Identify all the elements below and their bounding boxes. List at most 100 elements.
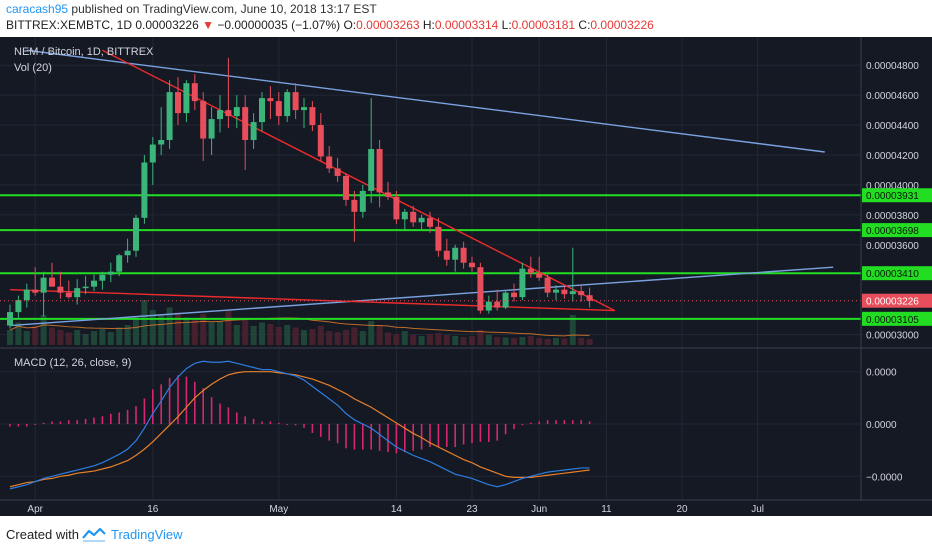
volume-bar <box>309 329 316 345</box>
volume-bar <box>275 327 282 345</box>
candle-body <box>149 144 156 163</box>
volume-bar <box>65 332 72 345</box>
price-tick-label: 0.00004800 <box>866 61 919 72</box>
volume-bar <box>74 330 81 345</box>
macd-histogram-bar <box>378 424 381 451</box>
macd-histogram-bar <box>160 384 162 424</box>
macd-histogram-bar <box>135 406 137 424</box>
candle-body <box>460 247 467 263</box>
last-price: 0.00003226 <box>135 18 199 32</box>
candle-body <box>191 83 198 102</box>
volume-bar <box>149 310 156 345</box>
level-price-label: 0.00003931 <box>866 191 919 202</box>
volume-bar <box>393 334 400 345</box>
candle-body <box>494 301 501 308</box>
macd-histogram-bar <box>420 424 423 450</box>
open-value: 0.00003263 <box>356 18 420 32</box>
price-tick-label: 0.00003600 <box>866 241 919 252</box>
volume-bar <box>418 336 425 345</box>
macd-histogram-bar <box>152 389 154 424</box>
volume-bar <box>217 321 223 345</box>
volume-bar <box>82 334 89 345</box>
candle-body <box>275 101 282 117</box>
macd-histogram-bar <box>177 375 179 424</box>
macd-histogram-bar <box>9 424 11 427</box>
candle-body <box>427 217 433 227</box>
price-tick-label: 0.00004200 <box>866 151 919 162</box>
price-pane[interactable] <box>0 49 861 345</box>
macd-histogram-bar <box>454 424 456 448</box>
price-tick-label: 0.00004600 <box>866 91 919 102</box>
candle-body <box>368 149 375 191</box>
volume-bar <box>99 329 106 345</box>
volume-bar <box>435 333 442 345</box>
volume-bar <box>460 337 467 345</box>
volume-bar <box>494 337 501 345</box>
time-tick-label: 20 <box>676 504 688 515</box>
macd-pane[interactable] <box>9 360 591 490</box>
macd-histogram-bar <box>59 421 62 424</box>
chart-canvas[interactable]: 0.00004800 0.00004600 0.00004400 0.00004200… <box>0 37 932 516</box>
macd-histogram-bar <box>538 421 540 424</box>
candle-body <box>124 250 131 256</box>
level-price-label: 0.00003410 <box>866 269 919 280</box>
candle-body <box>485 301 492 311</box>
lower-blue-trendline <box>9 266 834 327</box>
candle-body <box>544 277 551 293</box>
candle-body <box>561 289 568 295</box>
volume-bar <box>40 315 47 345</box>
time-tick-label: May <box>269 504 288 515</box>
volume-bar <box>175 312 181 345</box>
volume-bar <box>116 327 123 345</box>
volume-bar <box>427 334 433 345</box>
candle-body <box>393 196 400 220</box>
price-tick-label: 0.00003000 <box>866 331 919 342</box>
author-name[interactable]: caracash95 <box>6 2 69 16</box>
macd-histogram-bar <box>446 424 448 448</box>
candle-body <box>401 211 408 220</box>
tradingview-brand[interactable]: TradingView <box>111 527 183 542</box>
macd-histogram-bar <box>76 420 78 424</box>
macd-histogram-bar <box>572 420 574 424</box>
macd-line <box>9 360 590 490</box>
macd-histogram-bar <box>563 420 566 424</box>
macd-histogram-bar <box>93 417 95 424</box>
macd-histogram-bar <box>51 421 53 424</box>
volume-bar <box>225 310 232 345</box>
volume-bar <box>359 331 366 345</box>
signal-line <box>9 371 590 488</box>
macd-histogram-bar <box>336 424 339 444</box>
macd-histogram-bar <box>345 424 347 449</box>
time-tick-label: Apr <box>27 504 43 515</box>
price-axis[interactable]: 0.00004800 0.00004600 0.00004400 0.00004200… <box>862 61 932 342</box>
macd-histogram-bar <box>588 421 591 424</box>
candle-body <box>250 122 257 141</box>
candle-body <box>578 291 585 296</box>
level-price-tag <box>862 188 932 203</box>
volume-bar <box>519 337 526 345</box>
candle-body <box>586 295 593 301</box>
candle-body <box>65 292 72 298</box>
time-tick-label: Jul <box>751 504 764 515</box>
volume-bar <box>49 327 55 345</box>
macd-tick-label: 0.0000 <box>866 420 897 431</box>
volume-bar <box>578 338 585 345</box>
candle-body <box>351 199 358 212</box>
candle-body <box>175 92 181 114</box>
volume-bar <box>334 332 341 345</box>
macd-histogram-bar <box>101 416 104 424</box>
volume-bar <box>191 320 198 345</box>
time-axis[interactable]: Apr 16 May 14 23 Jun 11 20 Jul <box>27 504 764 515</box>
candle-body <box>158 140 165 145</box>
macd-histogram-bar <box>412 424 414 451</box>
volume-bar <box>250 326 257 345</box>
macd-tick-label: 0.0000 <box>866 368 897 379</box>
candle-body <box>443 250 450 260</box>
time-tick-label: 11 <box>601 504 612 515</box>
candle-body <box>183 83 190 114</box>
volume-bar <box>343 330 349 345</box>
macd-axis[interactable]: 0.0000 0.0000 −0.0000 <box>866 368 903 484</box>
macd-histogram-bar <box>328 424 330 441</box>
volume-bar <box>292 327 299 345</box>
volume-bar <box>57 330 64 345</box>
